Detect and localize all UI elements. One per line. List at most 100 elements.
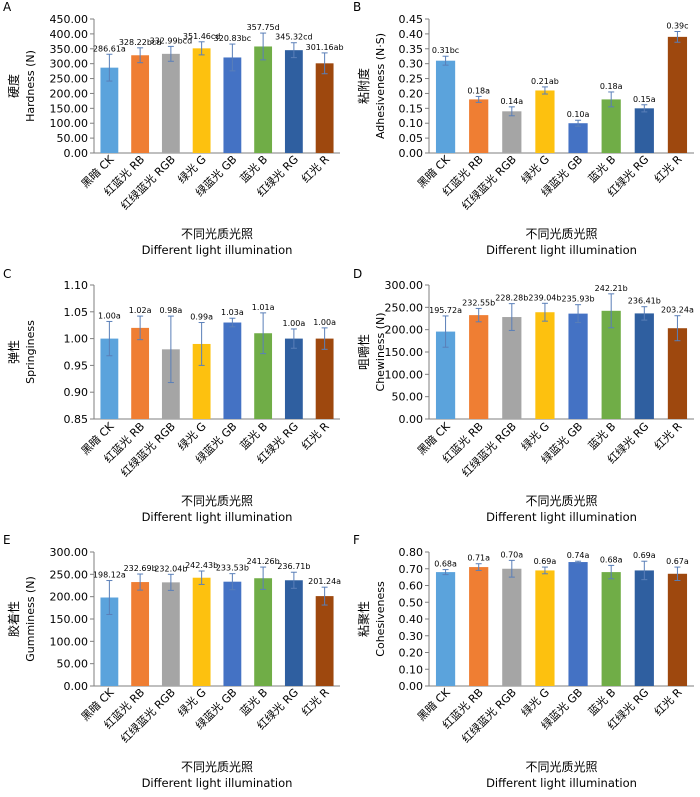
y-tick-label: 0.45: [399, 13, 424, 26]
y-tick-label: 0.00: [64, 147, 89, 160]
y-tick-label: 0.15: [399, 102, 424, 115]
panel-letter: E: [3, 533, 11, 547]
y-tick-label: 300.00: [385, 279, 424, 292]
data-label: 0.70a: [500, 550, 523, 559]
x-axis-title-en: Different light illumination: [142, 776, 293, 790]
x-axis-title-en: Different light illumination: [142, 510, 293, 524]
y-tick-label: 300.00: [50, 58, 89, 71]
bar: [284, 338, 303, 419]
x-axis-title-zh: 不同光质光照: [181, 227, 253, 241]
x-axis-title-zh: 不同光质光照: [181, 494, 253, 508]
y-tick-label: 450.00: [50, 13, 89, 26]
bar: [100, 597, 119, 686]
data-label: 301.16ab: [306, 43, 344, 52]
y-tick-label: 100.00: [50, 117, 89, 130]
bar: [315, 596, 334, 686]
data-label: 328.22bcd: [119, 38, 162, 47]
y-axis-title-en: Springiness: [24, 320, 37, 384]
y-tick-label: 0.00: [399, 147, 424, 160]
y-tick-label: 0.80: [399, 546, 424, 559]
bar: [131, 582, 150, 686]
y-tick-label: 0.40: [399, 28, 424, 41]
y-axis-title-zh: 咀嚼性: [357, 334, 371, 370]
data-label: 286.61a: [93, 44, 126, 53]
y-tick-label: 100.00: [50, 635, 89, 648]
data-label: 320.83bc: [214, 34, 251, 43]
data-label: 242.43b: [185, 561, 218, 570]
bar: [161, 582, 180, 686]
y-axis-title-en: Gumminess (N): [24, 576, 37, 662]
category-label: 红光 R: [651, 152, 685, 186]
y-tick-label: 0.90: [64, 386, 89, 399]
bar: [535, 90, 555, 153]
panel-body: E 0.00 50.00 100.00 150.00 200.00 250.00 300.00…: [3, 533, 341, 790]
x-axis-title-zh: 不同光质光照: [525, 760, 597, 774]
y-tick-label: 100.00: [385, 368, 424, 381]
x-axis-title-en: Different light illumination: [486, 510, 637, 524]
bar: [601, 572, 621, 686]
y-axis-title-zh: 硬度: [6, 74, 21, 98]
bar: [315, 63, 334, 153]
bar: [634, 108, 654, 153]
y-tick-label: 0.10: [399, 117, 424, 130]
bar: [435, 331, 456, 419]
data-label: 1.01a: [252, 303, 275, 312]
y-tick-label: 250.00: [50, 73, 89, 86]
category-label: 红光 R: [298, 685, 332, 719]
data-label: 0.21ab: [531, 77, 559, 86]
data-label: 236.71b: [277, 562, 310, 571]
data-label: 228.28b: [495, 294, 528, 303]
data-label: 0.18a: [467, 86, 490, 95]
data-label: 233.53b: [216, 564, 249, 573]
y-axis-title-zh: 胶着性: [6, 601, 21, 637]
bar: [502, 317, 522, 419]
y-tick-label: 200.00: [50, 591, 89, 604]
bar: [223, 57, 242, 153]
y-tick-label: 250.00: [385, 301, 424, 314]
data-label: 0.69a: [534, 557, 557, 566]
y-tick-label: 300.00: [50, 546, 89, 559]
y-tick-label: 0.50: [399, 596, 424, 609]
data-label: 0.10a: [567, 110, 590, 119]
y-tick-label: 0.10: [399, 663, 424, 676]
y-tick-label: 0.30: [399, 58, 424, 71]
y-tick-label: 350.00: [50, 43, 89, 56]
bar: [284, 580, 303, 686]
bar: [192, 48, 211, 154]
bar: [435, 60, 456, 153]
data-label: 345.32cd: [275, 33, 312, 42]
data-label: 0.71a: [467, 554, 490, 563]
data-label: 0.98a: [160, 306, 183, 315]
data-label: 0.18a: [600, 82, 623, 91]
bar: [634, 313, 654, 419]
x-axis-title-en: Different light illumination: [142, 243, 293, 257]
panel-letter: F: [353, 533, 360, 547]
category-label: 红光 R: [651, 685, 685, 719]
y-tick-label: 50.00: [392, 391, 424, 404]
bar: [315, 338, 334, 419]
panel-body: B 0.00 0.05 0.10 0.15 0.200.25 0.30 0.35 0.40 0.4…: [353, 0, 694, 257]
y-tick-label: 0.00: [399, 680, 424, 693]
y-tick-label: 0.35: [399, 43, 424, 56]
bar: [469, 99, 489, 153]
y-axis-title-en: Cohesiveness: [374, 581, 387, 657]
y-tick-label: 200.00: [385, 324, 424, 337]
y-tick-label: 0.20: [399, 647, 424, 660]
bar: [161, 53, 180, 153]
x-axis-title-zh: 不同光质光照: [181, 760, 253, 774]
y-tick-label: 1.00: [64, 333, 89, 346]
y-tick-label: 0.20: [399, 87, 424, 100]
bar: [634, 570, 654, 686]
y-tick-label: 0.30: [399, 630, 424, 643]
data-label: 332.99bcd: [150, 36, 193, 45]
data-label: 241.26b: [247, 557, 280, 566]
data-label: 201.24a: [308, 577, 341, 586]
bar: [254, 46, 273, 153]
y-tick-label: 150.00: [50, 102, 89, 115]
bar: [469, 567, 489, 686]
bar: [568, 562, 588, 686]
